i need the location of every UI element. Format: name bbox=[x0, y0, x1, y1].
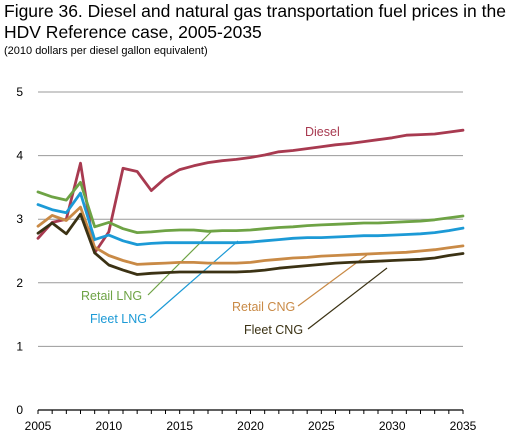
series-line-diesel bbox=[36, 128, 465, 255]
y-tick-label-3: 3 bbox=[16, 212, 23, 226]
series-line-fleet-lng bbox=[36, 191, 465, 247]
leader-line-fleet-lng bbox=[149, 240, 239, 319]
series-label-retail-lng: Retail LNG bbox=[81, 289, 142, 303]
x-tick-label-2035: 2035 bbox=[450, 419, 477, 433]
y-tick-label-5: 5 bbox=[16, 85, 23, 99]
series-line-retail-lng bbox=[36, 180, 465, 235]
x-tick-label-2025: 2025 bbox=[308, 419, 335, 433]
chart-title: Figure 36. Diesel and natural gas transp… bbox=[4, 1, 506, 42]
gridlines bbox=[38, 91, 463, 347]
y-tick-labels: 0 1 2 3 4 5 bbox=[16, 85, 23, 417]
y-tick-label-1: 1 bbox=[16, 339, 23, 353]
series-lines bbox=[36, 128, 465, 276]
x-tick-label-2005: 2005 bbox=[25, 419, 52, 433]
series-label-fleet-lng: Fleet LNG bbox=[90, 312, 147, 326]
series-line-fleet-cng bbox=[36, 212, 465, 276]
x-tick-label-2030: 2030 bbox=[379, 419, 406, 433]
x-tick-label-2020: 2020 bbox=[237, 419, 264, 433]
x-tick-labels: 2005 2010 2015 2020 2025 2030 2035 bbox=[25, 419, 477, 433]
y-tick-label-4: 4 bbox=[16, 149, 23, 163]
series-labels: Diesel Retail LNG Fleet LNG Retail CNG Fleet… bbox=[81, 125, 340, 337]
series-line-retail-cng bbox=[36, 205, 465, 266]
y-tick-label-0: 0 bbox=[16, 403, 23, 417]
x-tick-label-2015: 2015 bbox=[166, 419, 193, 433]
leader-line-fleet-cng bbox=[307, 267, 388, 330]
series-label-fleet-cng: Fleet CNG bbox=[244, 323, 303, 337]
series-label-retail-cng: Retail CNG bbox=[232, 300, 295, 314]
label-leader-lines bbox=[147, 231, 388, 330]
chart-subtitle: (2010 dollars per diesel gallon equivale… bbox=[4, 45, 208, 57]
axes bbox=[37, 409, 464, 414]
y-tick-label-2: 2 bbox=[16, 276, 23, 290]
series-label-diesel: Diesel bbox=[305, 125, 340, 139]
x-tick-label-2010: 2010 bbox=[95, 419, 122, 433]
